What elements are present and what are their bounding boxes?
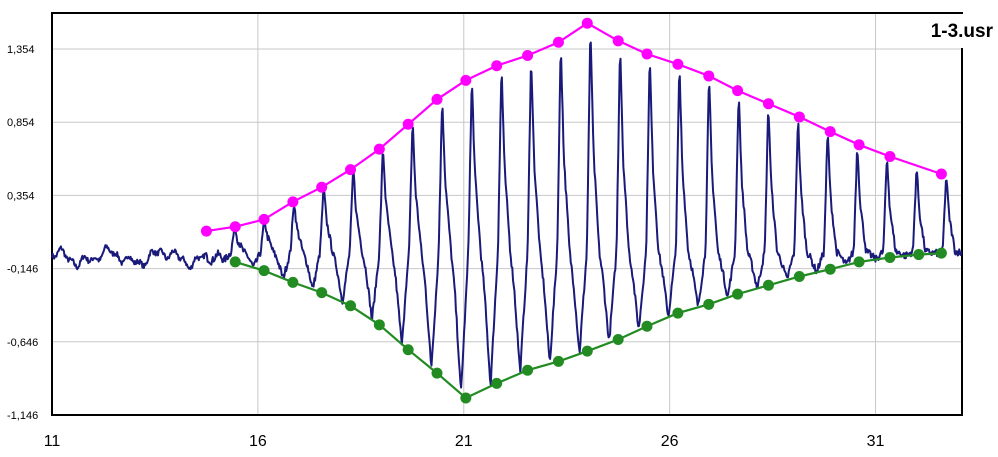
- upper-envelope-point: [853, 139, 865, 151]
- signal-series: [51, 41, 963, 389]
- x-tick-label: 21: [455, 433, 473, 450]
- upper-envelope-point: [824, 126, 836, 138]
- upper-envelope-point: [612, 35, 624, 47]
- lower-envelope-point: [491, 377, 503, 389]
- lower-envelope-point: [552, 355, 564, 367]
- lower-envelope-point: [287, 276, 299, 288]
- upper-envelope-point: [552, 36, 564, 48]
- lower-envelope-point: [793, 271, 805, 283]
- lower-envelope-point: [703, 298, 715, 310]
- upper-envelope-point: [316, 181, 328, 193]
- y-tick-label: 0,354: [7, 190, 35, 202]
- x-tick-label: 11: [44, 433, 61, 450]
- y-tick-label: 0,854: [7, 117, 35, 129]
- upper-envelope-point: [345, 164, 357, 176]
- upper-envelope-point: [641, 48, 653, 60]
- lower-envelope-point: [762, 279, 774, 291]
- x-tick-label: 16: [249, 433, 267, 450]
- upper-envelope-point: [287, 196, 299, 208]
- lower-envelope-point: [935, 247, 947, 259]
- lower-envelope-point: [316, 287, 328, 299]
- upper-envelope-point: [522, 49, 534, 61]
- upper-envelope-point: [402, 118, 414, 130]
- lower-envelope-point: [431, 367, 443, 379]
- chart-title: 1-3.usr: [931, 21, 994, 42]
- lower-envelope-point: [229, 256, 241, 268]
- upper-envelope-point: [703, 70, 715, 82]
- y-axis-ticks: -1,146 -0,646 -0,146 0,354 0,854 1,354: [7, 44, 38, 422]
- lower-envelope-point: [732, 288, 744, 300]
- upper-envelope-point: [460, 74, 472, 86]
- upper-envelope-point: [793, 111, 805, 123]
- upper-envelope-point: [200, 225, 212, 237]
- lower-envelope-point: [258, 265, 270, 277]
- plot-area-frame: [51, 12, 963, 416]
- upper-envelope-point: [884, 150, 896, 162]
- lower-envelope-point: [884, 251, 896, 263]
- lower-envelope-point: [581, 345, 593, 357]
- x-tick-label: 26: [661, 433, 679, 450]
- x-tick-label: 31: [867, 433, 885, 450]
- lower-envelope-point: [672, 307, 684, 319]
- lower-envelope-point: [402, 344, 414, 356]
- lower-envelope-point: [824, 263, 836, 275]
- upper-envelope-point: [431, 93, 443, 105]
- upper-envelope-point: [935, 168, 947, 180]
- lower-envelope-point: [373, 319, 385, 331]
- lower-envelope-point: [522, 364, 534, 376]
- lower-envelope-point: [853, 256, 865, 268]
- upper-envelope-point: [229, 221, 241, 233]
- x-axis-ticks: 11 16 21 26 31: [44, 433, 885, 450]
- envelope-series: [200, 17, 947, 404]
- upper-envelope-point: [762, 98, 774, 110]
- lower-envelope-point: [913, 249, 925, 261]
- y-tick-label: -1,146: [7, 410, 38, 422]
- y-tick-label: 1,354: [7, 44, 35, 56]
- lower-envelope-point: [345, 300, 357, 312]
- upper-envelope-point: [491, 60, 503, 72]
- y-tick-label: -0,646: [7, 337, 38, 349]
- title-backdrop: [910, 14, 996, 48]
- lower-envelope-point: [641, 320, 653, 332]
- upper-envelope-point: [672, 58, 684, 70]
- upper-envelope-point: [581, 17, 593, 29]
- lower-envelope-point: [612, 333, 624, 345]
- upper-envelope-point: [373, 143, 385, 155]
- signal-line: [51, 41, 963, 389]
- lower-envelope-point: [460, 392, 472, 404]
- upper-envelope-point: [258, 213, 270, 225]
- upper-envelope-point: [732, 85, 744, 97]
- y-tick-label: -0,146: [7, 264, 38, 276]
